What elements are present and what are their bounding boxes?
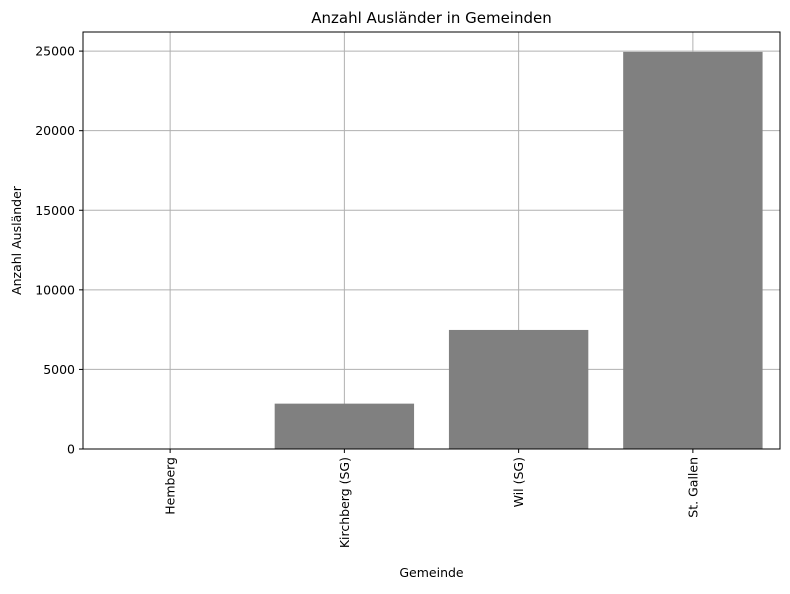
y-tick-label: 25000: [35, 44, 75, 59]
x-tick-label: St. Gallen: [685, 457, 700, 518]
bar-layer: [100, 52, 762, 449]
x-tick-label: Wil (SG): [511, 457, 526, 507]
bar: [449, 330, 588, 449]
x-tick-label: Hemberg: [163, 457, 178, 515]
y-tick-label: 5000: [43, 362, 75, 377]
tick-layer: 0 5000 10000 15000 20000 25000 Hemberg Kirchber…: [35, 44, 700, 549]
y-tick-label: 10000: [35, 282, 75, 297]
chart-title: Anzahl Ausländer in Gemeinden: [311, 9, 551, 27]
x-tick-label: Kirchberg (SG): [337, 457, 352, 548]
bar: [275, 404, 414, 449]
y-axis-title: Anzahl Ausländer: [9, 185, 24, 295]
y-tick-label: 0: [67, 442, 75, 457]
y-tick-label: 20000: [35, 123, 75, 138]
x-axis-title: Gemeinde: [399, 565, 464, 580]
bar: [623, 52, 762, 449]
y-tick-label: 15000: [35, 203, 75, 218]
